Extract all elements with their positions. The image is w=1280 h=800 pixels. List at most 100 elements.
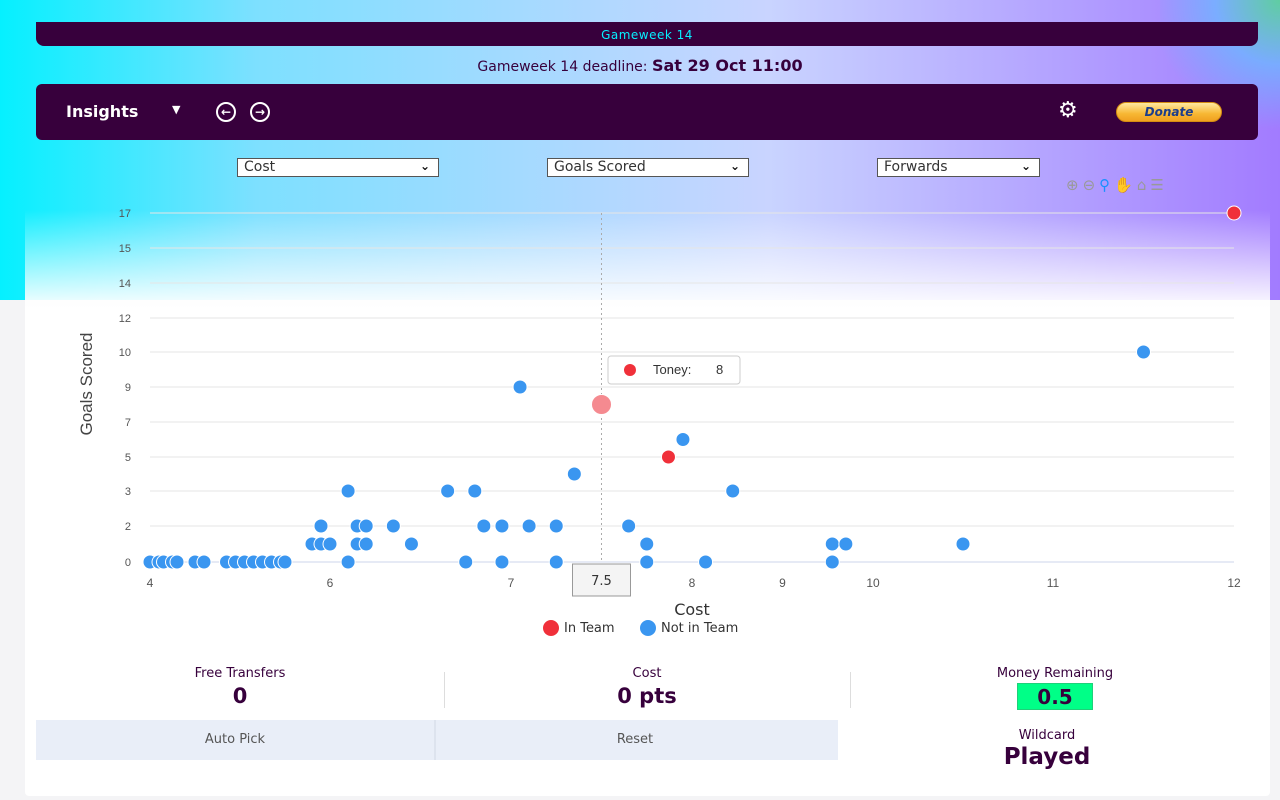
data-point <box>621 518 637 534</box>
deadline-value: Sat 29 Oct 11:00 <box>651 56 803 75</box>
chart-points <box>142 205 1242 570</box>
y-tick-label: 0 <box>125 557 131 569</box>
chart-toolbar: ⊕⊖⚲✋⌂☰ <box>1066 176 1168 194</box>
chart-grid <box>150 212 1234 563</box>
money-remaining-label: Money Remaining <box>996 666 1114 681</box>
data-point <box>358 518 374 534</box>
stat-divider <box>444 672 445 708</box>
y-tick-label: 17 <box>119 208 131 220</box>
donate-button[interactable]: Donate <box>1116 102 1222 122</box>
data-point <box>440 483 456 499</box>
x-tick-label: 12 <box>1227 576 1241 590</box>
data-point <box>955 536 971 552</box>
action-buttons: Auto Pick Reset <box>36 720 838 760</box>
legend-label-not-in-team: Not in Team <box>661 621 738 636</box>
main-card <box>25 10 1270 796</box>
data-point <box>340 554 356 570</box>
x-metric-select[interactable]: Cost ⌄ <box>237 158 439 177</box>
pan-hand-icon[interactable]: ✋ <box>1114 176 1137 194</box>
y-tick-label: 9 <box>125 382 131 394</box>
x-tick-label: 6 <box>327 576 334 590</box>
data-point <box>698 554 714 570</box>
wildcard-value: Played <box>1003 744 1091 770</box>
data-point <box>660 449 676 465</box>
y-tick-label: 10 <box>119 347 131 359</box>
data-point <box>494 554 510 570</box>
wildcard-label: Wildcard <box>1018 728 1076 743</box>
data-point <box>1226 205 1242 221</box>
y-tick-label: 12 <box>119 313 131 325</box>
data-point <box>521 518 537 534</box>
x-metric-value: Cost <box>244 159 276 175</box>
data-point <box>169 554 185 570</box>
reset-button[interactable]: Reset <box>616 732 654 747</box>
data-point <box>639 536 655 552</box>
x-tick-label: 10 <box>866 576 880 590</box>
x-tick-label: 9 <box>779 576 786 590</box>
gameweek-title: Gameweek 14 <box>36 22 1258 46</box>
data-point <box>548 554 564 570</box>
insights-toolbar: Insights ▼ ← → ⚙ Donate <box>36 84 1258 140</box>
data-point <box>824 554 840 570</box>
crosshair-x-value: 7.5 <box>591 574 612 589</box>
chevron-down-icon[interactable]: ▼ <box>172 103 181 116</box>
y-tick-label: 5 <box>125 452 131 464</box>
data-point <box>385 518 401 534</box>
free-transfers-label: Free Transfers <box>194 666 286 681</box>
legend-label-in-team: In Team <box>564 621 615 636</box>
legend-swatch-not-in-team <box>640 620 656 636</box>
data-point <box>512 379 528 395</box>
data-point <box>824 536 840 552</box>
y-tick-labels: 0 2 3 5 7 9 10 12 14 15 17 <box>119 208 131 569</box>
chevron-down-icon: ⌄ <box>729 159 740 173</box>
gear-icon[interactable]: ⚙ <box>1058 98 1078 123</box>
data-point <box>340 483 356 499</box>
chevron-down-icon: ⌄ <box>1020 159 1031 173</box>
button-separator <box>434 720 436 760</box>
y-tick-label: 2 <box>125 521 131 533</box>
chart-legend: In Team Not in Team <box>543 620 738 636</box>
scatter-chart[interactable]: 0 2 3 5 7 9 10 12 14 15 17 4 6 7 8 9 10 11 12 Goals Score… <box>0 190 1280 645</box>
data-point <box>1136 344 1151 360</box>
data-point <box>591 394 612 415</box>
arrow-right-circle-icon[interactable]: → <box>250 102 270 122</box>
menu-icon[interactable]: ☰ <box>1150 176 1168 194</box>
data-point <box>838 536 854 552</box>
zoom-in-icon[interactable]: ⊕ <box>1066 176 1083 194</box>
stat-divider <box>850 672 851 708</box>
tooltip-name: Toney: <box>653 362 691 377</box>
data-point <box>476 518 492 534</box>
selection-zoom-icon[interactable]: ⚲ <box>1099 176 1115 194</box>
chevron-down-icon: ⌄ <box>419 159 430 173</box>
cost-value: 0 pts <box>617 684 677 708</box>
y-metric-select[interactable]: Goals Scored ⌄ <box>547 158 749 177</box>
position-select[interactable]: Forwards ⌄ <box>877 158 1040 177</box>
deadline-line: Gameweek 14 deadline: Sat 29 Oct 11:00 <box>0 56 1280 75</box>
data-point <box>403 536 419 552</box>
data-point <box>675 432 691 447</box>
x-tick-labels: 4 6 7 8 9 10 11 12 <box>147 576 1241 590</box>
tooltip-value: 8 <box>716 362 723 377</box>
y-axis-label: Goals Scored <box>77 333 96 436</box>
y-tick-label: 7 <box>125 417 131 429</box>
free-transfers-value: 0 <box>232 684 248 708</box>
insights-menu-label[interactable]: Insights <box>66 102 139 121</box>
y-tick-label: 14 <box>119 278 131 290</box>
home-icon[interactable]: ⌂ <box>1136 176 1151 194</box>
zoom-out-icon[interactable]: ⊖ <box>1082 176 1100 194</box>
cost-label: Cost <box>632 666 662 681</box>
x-tick-label: 11 <box>1047 576 1060 590</box>
data-point <box>358 536 374 552</box>
position-value: Forwards <box>884 159 948 175</box>
point-tooltip: Toney: 8 <box>607 355 741 385</box>
y-metric-value: Goals Scored <box>554 159 646 175</box>
data-point <box>322 536 338 552</box>
x-tick-label: 8 <box>689 576 696 590</box>
y-tick-label: 15 <box>119 243 131 255</box>
auto-pick-button[interactable]: Auto Pick <box>204 732 266 747</box>
data-point <box>458 554 474 570</box>
arrow-left-circle-icon[interactable]: ← <box>216 102 236 122</box>
data-point <box>725 483 741 499</box>
deadline-label: Gameweek 14 deadline: <box>477 59 648 75</box>
data-point <box>313 518 329 534</box>
